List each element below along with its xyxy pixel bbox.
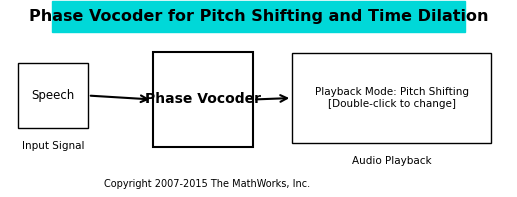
Bar — [292, 53, 491, 143]
Bar — [153, 52, 253, 147]
Text: Phase Vocoder for Pitch Shifting and Time Dilation: Phase Vocoder for Pitch Shifting and Tim… — [29, 9, 488, 24]
Text: Audio Playback: Audio Playback — [352, 156, 432, 165]
Text: Input Signal: Input Signal — [22, 141, 84, 151]
Bar — [18, 63, 88, 128]
Bar — [52, 1, 465, 32]
Text: Playback Mode: Pitch Shifting
[Double-click to change]: Playback Mode: Pitch Shifting [Double-cl… — [315, 87, 468, 109]
Text: Phase Vocoder: Phase Vocoder — [145, 92, 261, 107]
Text: Copyright 2007-2015 The MathWorks, Inc.: Copyright 2007-2015 The MathWorks, Inc. — [104, 179, 310, 189]
Text: Speech: Speech — [32, 89, 74, 102]
